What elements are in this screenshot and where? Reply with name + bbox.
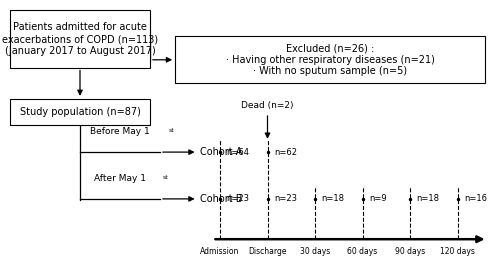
Text: 90 days: 90 days xyxy=(395,247,425,256)
Text: n=16: n=16 xyxy=(464,194,487,203)
Text: Admission: Admission xyxy=(200,247,239,256)
Text: 120 days: 120 days xyxy=(440,247,475,256)
FancyBboxPatch shape xyxy=(10,10,150,68)
Text: Study population (n=87): Study population (n=87) xyxy=(20,107,140,117)
Text: st: st xyxy=(168,128,174,133)
Text: 60 days: 60 days xyxy=(348,247,378,256)
Text: Excluded (n=26) :
· Having other respiratory diseases (n=21)
· With no sputum sa: Excluded (n=26) : · Having other respira… xyxy=(226,43,434,76)
Text: n=62: n=62 xyxy=(274,148,297,157)
Text: Cohort A: Cohort A xyxy=(200,147,242,157)
Text: n=64: n=64 xyxy=(226,148,250,157)
FancyBboxPatch shape xyxy=(175,36,485,83)
Text: n=23: n=23 xyxy=(226,194,250,203)
Text: Before May 1: Before May 1 xyxy=(90,127,150,136)
Text: Discharge: Discharge xyxy=(248,247,287,256)
Text: Patients admitted for acute
exacerbations of COPD (n=113)
(January 2017 to Augus: Patients admitted for acute exacerbation… xyxy=(2,22,158,56)
Text: n=18: n=18 xyxy=(416,194,440,203)
Text: n=18: n=18 xyxy=(322,194,344,203)
Text: Dead (n=2): Dead (n=2) xyxy=(241,101,294,110)
Text: st: st xyxy=(162,175,168,180)
Text: n=23: n=23 xyxy=(274,194,297,203)
FancyBboxPatch shape xyxy=(10,99,150,125)
Text: 30 days: 30 days xyxy=(300,247,330,256)
Text: n=9: n=9 xyxy=(369,194,386,203)
Text: Cohort B: Cohort B xyxy=(200,194,242,204)
Text: After May 1: After May 1 xyxy=(94,174,146,183)
